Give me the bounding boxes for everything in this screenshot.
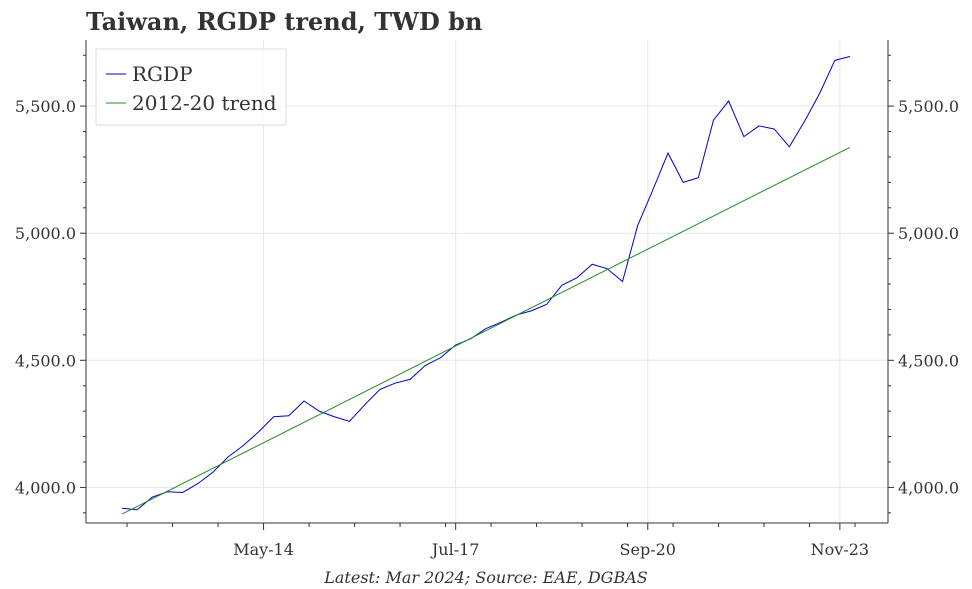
x-tick-label: Nov-23: [811, 540, 869, 559]
y-tick-label-left: 4,500.0: [15, 351, 76, 370]
y-tick-label-right: 4,500.0: [898, 351, 959, 370]
y-tick-label-left: 5,000.0: [15, 224, 76, 243]
x-tick-label: May-14: [233, 540, 294, 559]
series-line-rgdp: [121, 56, 851, 511]
x-tick-label: Sep-20: [620, 540, 676, 559]
legend: RGDP 2012-20 trend: [95, 48, 287, 126]
y-tick-label-left: 5,500.0: [15, 97, 76, 116]
y-tick-label-right: 4,000.0: [898, 478, 959, 497]
legend-label-trend: 2012-20 trend: [132, 91, 277, 115]
series-line-trend: [121, 146, 851, 515]
series-layer: [121, 56, 851, 515]
y-tick-label-right: 5,000.0: [898, 224, 959, 243]
chart-title: Taiwan, RGDP trend, TWD bn: [86, 7, 482, 36]
y-tick-label-right: 5,500.0: [898, 97, 959, 116]
legend-box: [95, 48, 287, 126]
legend-label-rgdp: RGDP: [132, 62, 193, 86]
y-tick-label-left: 4,000.0: [15, 478, 76, 497]
x-tick-label: Jul-17: [430, 540, 480, 559]
source-note: Latest: Mar 2024; Source: EAE, DGBAS: [323, 568, 647, 587]
axes: 4,000.0 4,000.0 4,500.0 4,500.0 5,000.0 5,000…: [15, 40, 959, 559]
